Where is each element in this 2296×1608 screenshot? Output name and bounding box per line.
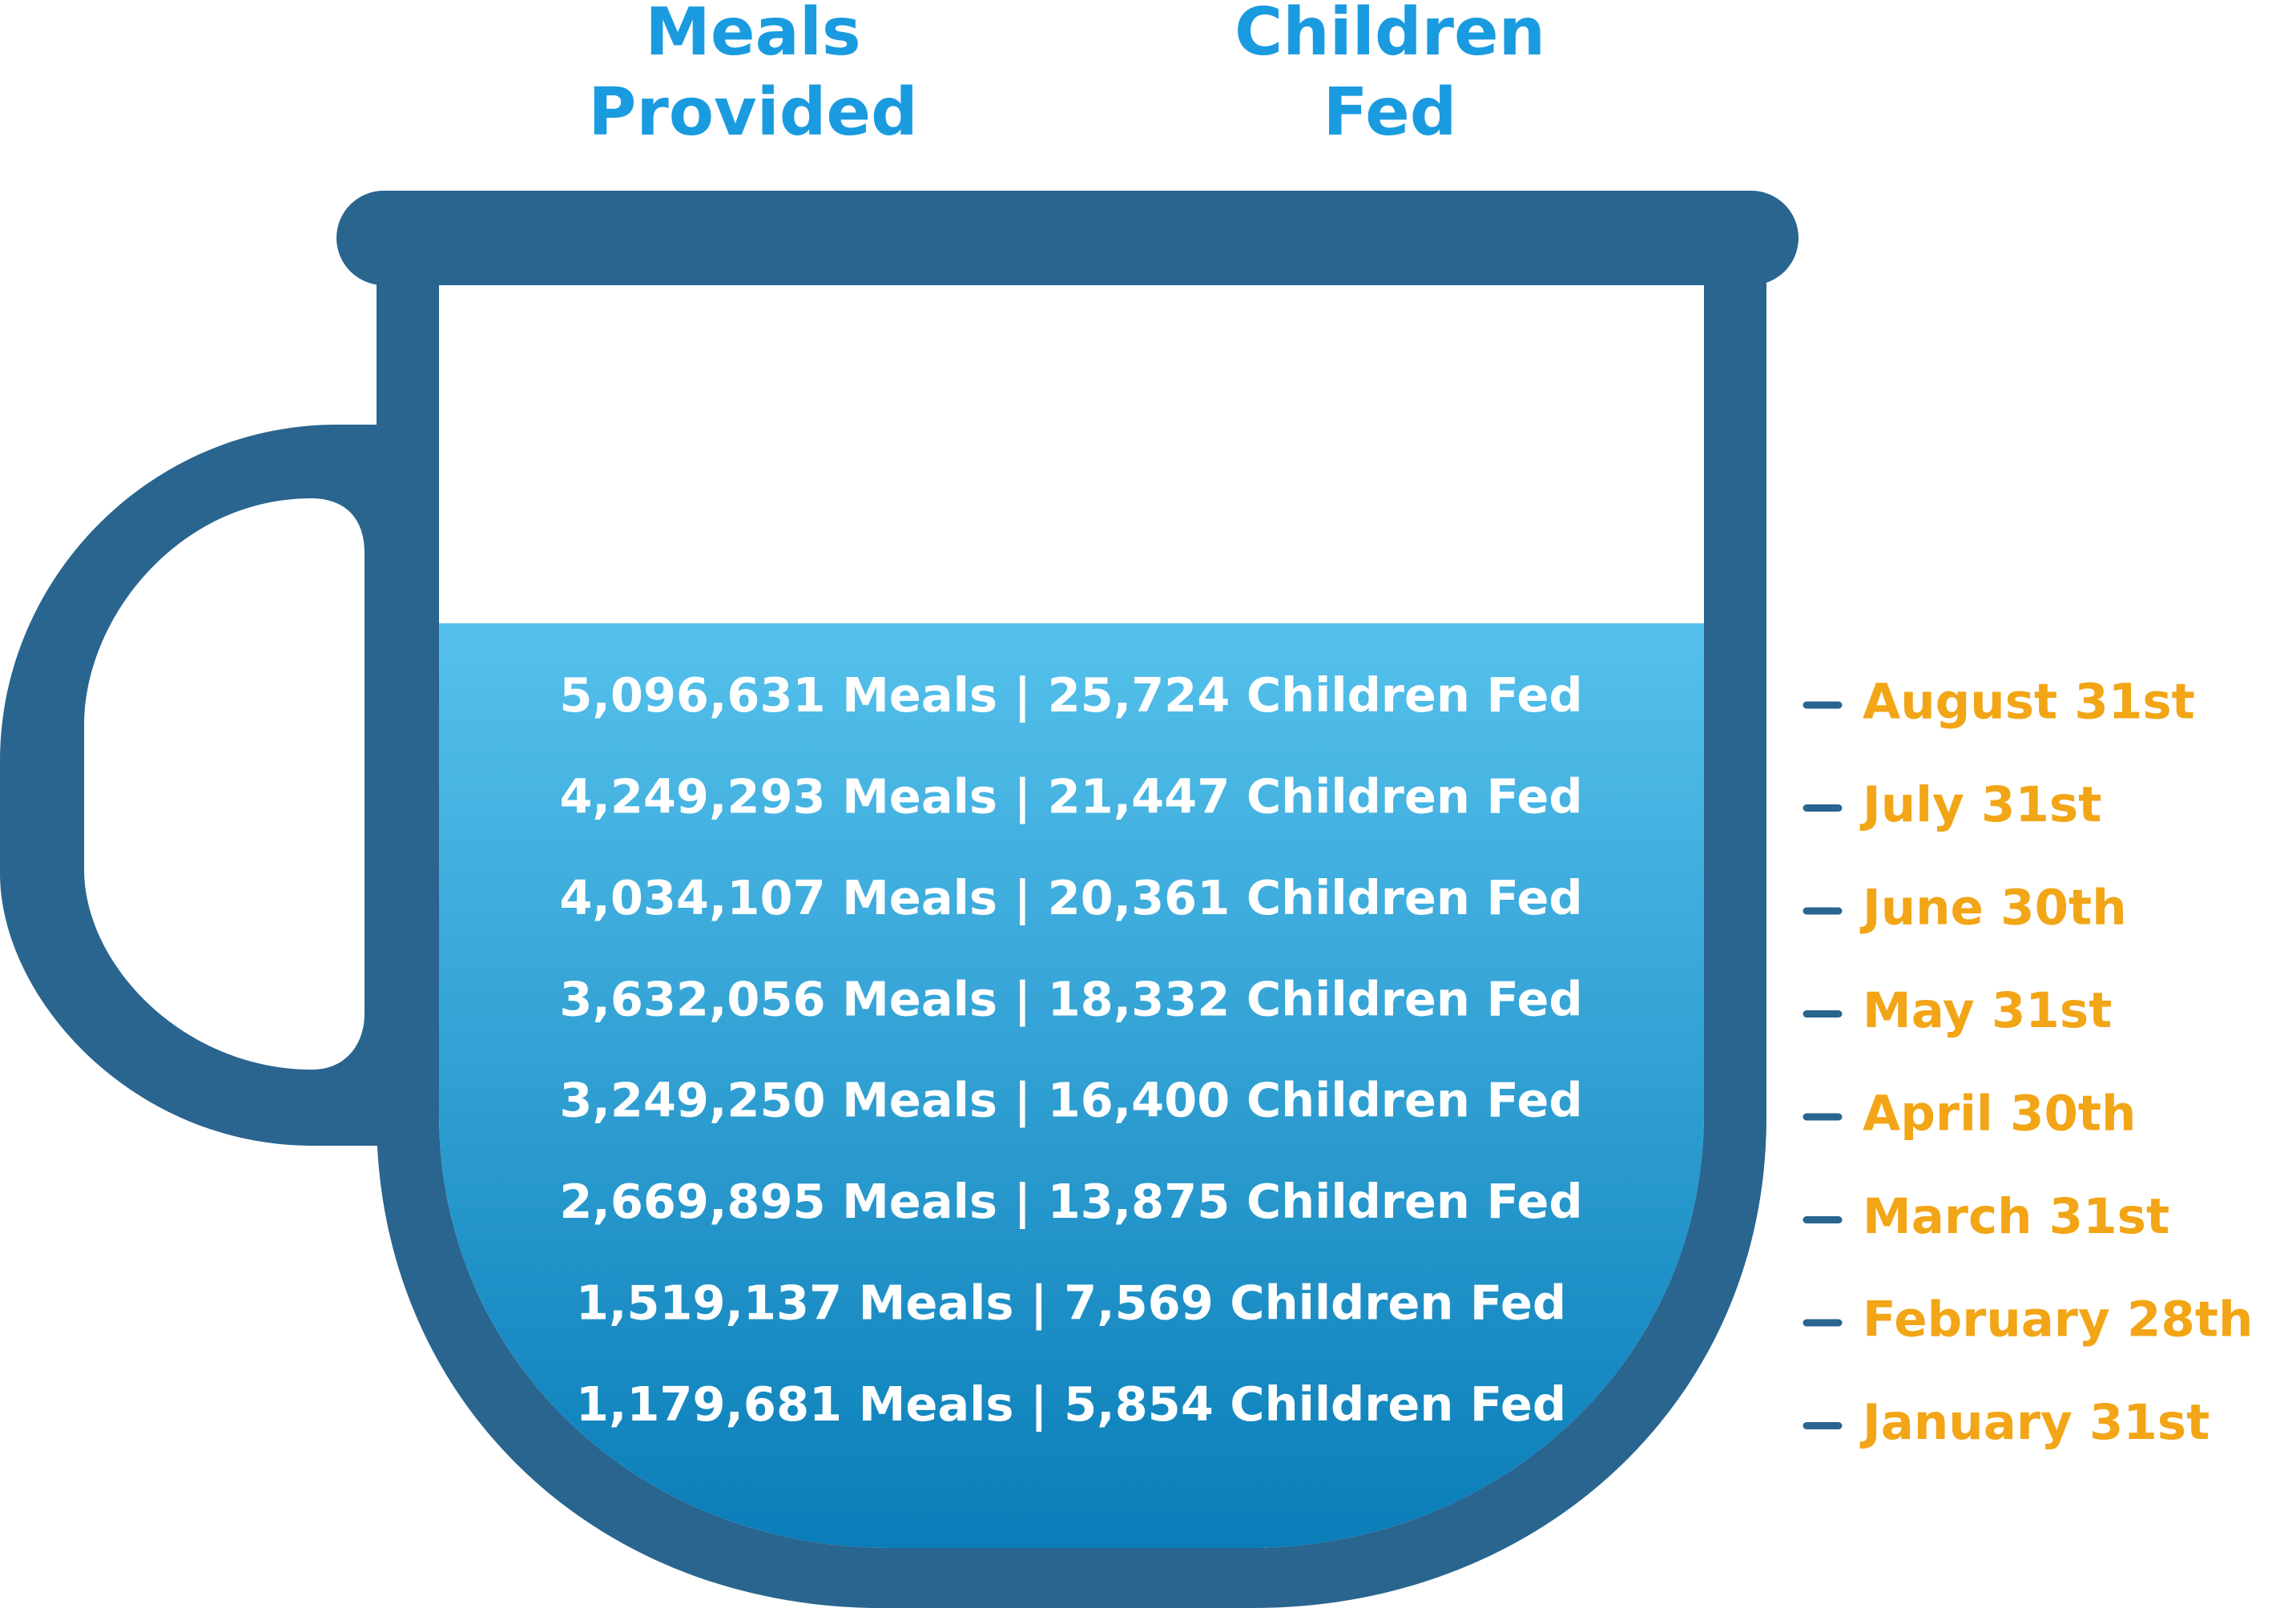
mug-liquid [439,623,1704,1548]
date-label: July 31st [1859,776,2101,833]
header-children-line2: Fed [1323,75,1456,151]
row-label: 5,096,631 Meals | 25,724 Children Fed [559,667,1582,723]
row-label: 3,249,250 Meals | 16,400 Children Fed [559,1073,1582,1128]
data-rows: 5,096,631 Meals | 25,724 Children Fed 4,2… [559,667,1582,1432]
column-headers: Meals Provided Children Fed [588,0,1545,151]
row-label: 3,632,056 Meals | 18,332 Children Fed [559,971,1582,1026]
row-label: 4,249,293 Meals | 21,447 Children Fed [559,769,1582,824]
header-meals-line2: Provided [588,75,917,151]
date-labels: August 31st July 31st June 30th May 31st Apr… [1859,674,2253,1452]
row-label: 1,179,681 Meals | 5,854 Children Fed [576,1376,1566,1432]
date-label: February 28th [1863,1292,2253,1348]
mug-rim [336,191,1799,285]
mug-icon [0,191,1799,1608]
row-label: 1,519,137 Meals | 7,569 Children Fed [576,1276,1566,1331]
mug-handle [0,425,385,1146]
date-label: January 31st [1859,1394,2209,1451]
date-label: August 31st [1863,674,2195,731]
date-label: May 31st [1863,982,2112,1039]
row-label: 2,669,895 Meals | 13,875 Children Fed [559,1174,1582,1229]
date-label: April 30th [1863,1086,2137,1143]
date-ticks [1803,701,1843,1429]
row-label: 4,034,107 Meals | 20,361 Children Fed [559,870,1582,925]
header-meals-line1: Meals [645,0,860,71]
date-label: June 30th [1859,880,2127,937]
header-children-line1: Children [1235,0,1545,71]
date-label: March 31st [1863,1188,2169,1245]
